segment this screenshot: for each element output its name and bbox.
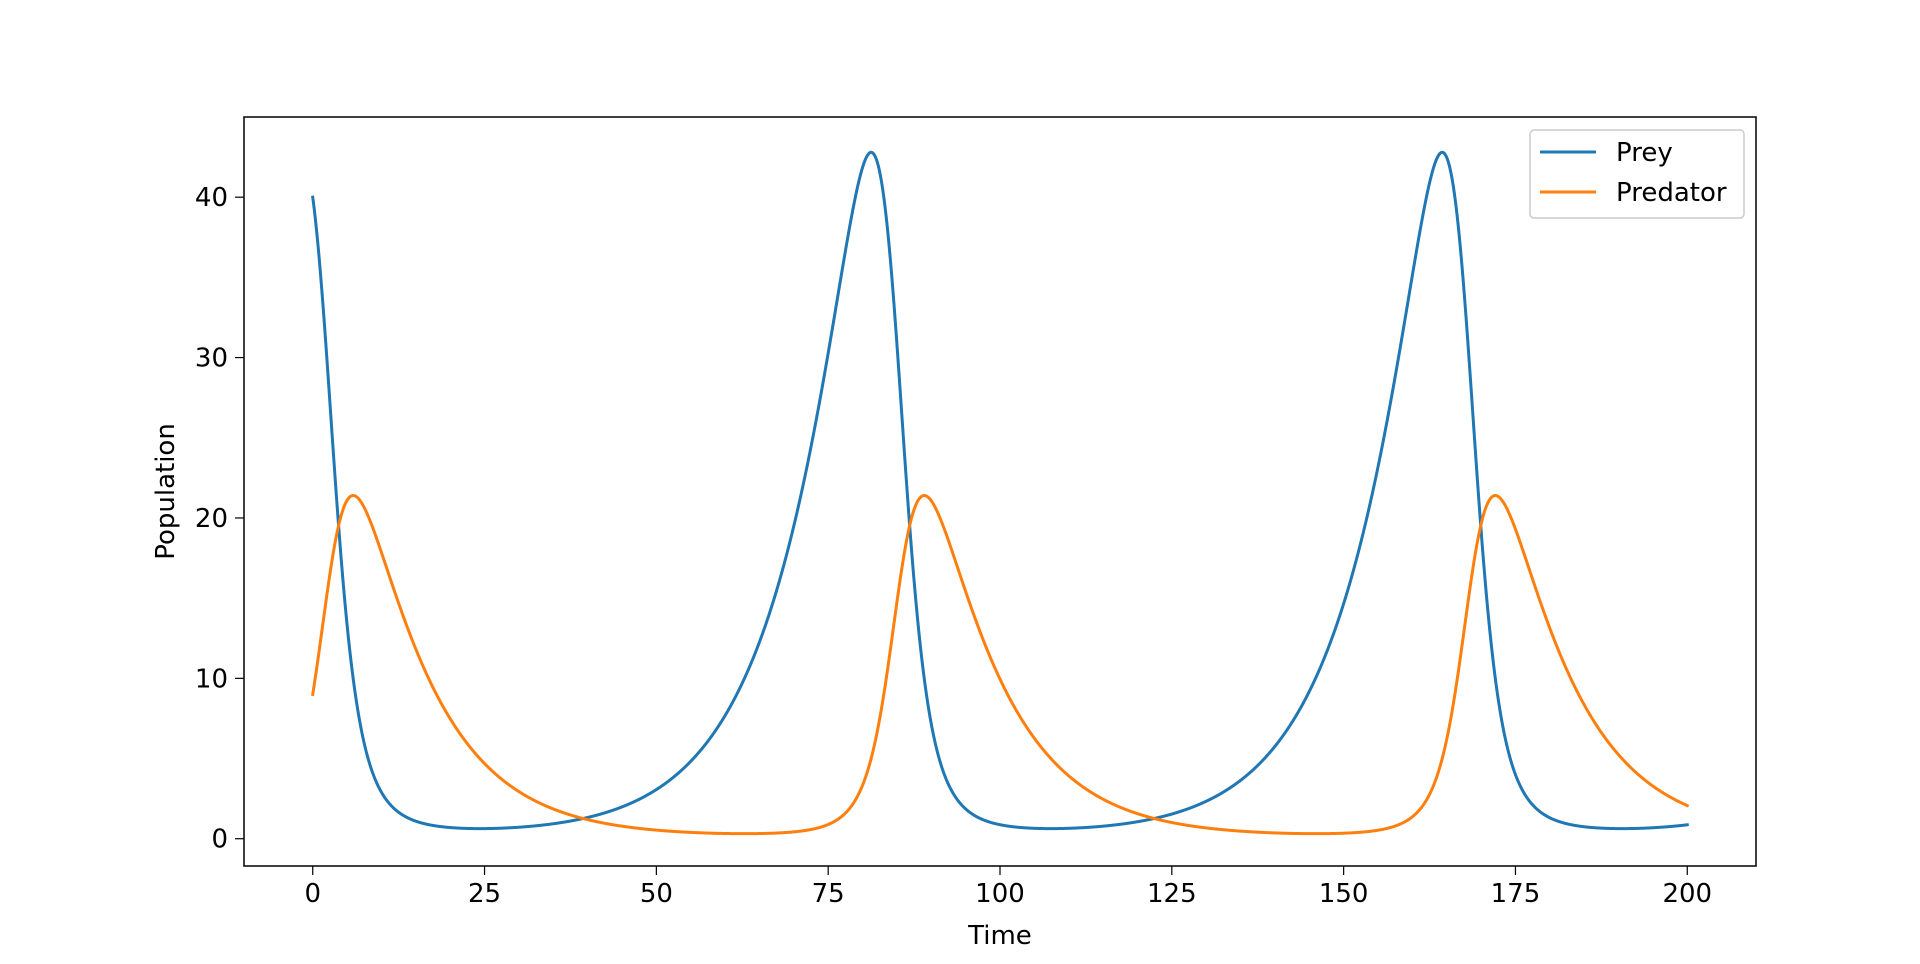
x-tick-label: 25 bbox=[468, 879, 501, 909]
x-tick-label: 125 bbox=[1147, 879, 1197, 909]
x-tick-label: 0 bbox=[304, 879, 321, 909]
legend-label: Predator bbox=[1616, 178, 1727, 208]
y-tick-label: 0 bbox=[211, 825, 228, 855]
x-tick-label: 75 bbox=[812, 879, 845, 909]
y-tick-label: 10 bbox=[195, 664, 228, 694]
y-tick-label: 30 bbox=[195, 344, 228, 374]
x-axis-ticks: 0 25 50 75 100 125 150 175 200 bbox=[304, 866, 1712, 909]
x-tick-label: 100 bbox=[975, 879, 1025, 909]
series-line-predator bbox=[311, 494, 1690, 836]
x-tick-label: 50 bbox=[640, 879, 673, 909]
x-tick-label: 200 bbox=[1662, 879, 1712, 909]
legend: Prey Predator bbox=[1529, 129, 1745, 219]
y-axis-ticks: 0 10 20 30 40 bbox=[195, 183, 244, 855]
y-tick-label: 40 bbox=[195, 183, 228, 213]
series-line-prey bbox=[311, 150, 1689, 831]
x-tick-label: 150 bbox=[1319, 879, 1369, 909]
y-axis-label: Population bbox=[151, 423, 181, 560]
series-layer bbox=[311, 150, 1690, 836]
y-tick-label: 20 bbox=[195, 504, 228, 534]
x-tick-label: 175 bbox=[1491, 879, 1541, 909]
legend-label: Prey bbox=[1616, 138, 1673, 168]
x-axis-label: Time bbox=[967, 921, 1032, 951]
axes-frame bbox=[243, 116, 1757, 867]
